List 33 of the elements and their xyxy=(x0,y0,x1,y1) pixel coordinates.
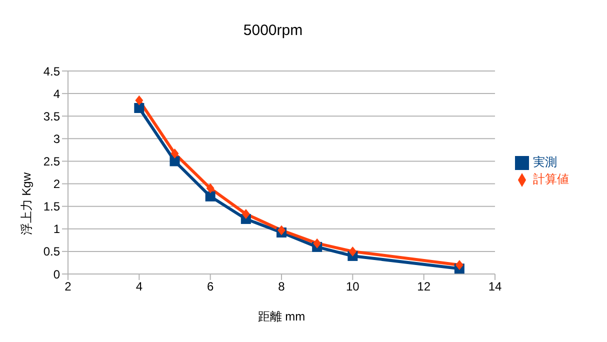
point xyxy=(348,246,357,256)
x-tick-label: 10 xyxy=(346,280,360,294)
point xyxy=(134,102,144,113)
y-tick-label: 0 xyxy=(53,267,60,282)
y-tick-label: 2.5 xyxy=(43,154,60,168)
x-tick-label: 2 xyxy=(64,280,72,294)
y-axis-title: 浮上力 Kgw xyxy=(19,172,34,236)
x-tick-label: 6 xyxy=(206,280,214,294)
chart-title: 5000rpm xyxy=(242,22,304,39)
y-tick-label: 1 xyxy=(53,222,60,236)
y-tick-label: 2 xyxy=(53,177,60,192)
x-axis-title: 距離 mm xyxy=(258,310,306,324)
point xyxy=(455,260,464,270)
point xyxy=(242,209,250,219)
y-tick-label: 4.5 xyxy=(43,64,60,78)
x-tick-label: 8 xyxy=(278,280,286,294)
y-tick-label: 3 xyxy=(53,132,60,146)
point xyxy=(170,148,179,159)
point xyxy=(278,225,286,236)
point xyxy=(135,95,144,106)
legend-label: 実測 xyxy=(533,155,557,169)
x-tick-label: 12 xyxy=(417,280,431,294)
point xyxy=(170,156,180,166)
y-tick-label: 3.5 xyxy=(43,109,60,124)
x-tick-label: 14 xyxy=(488,280,502,294)
point xyxy=(206,183,214,194)
point xyxy=(313,238,322,248)
x-tick-label: 4 xyxy=(136,280,143,294)
y-tick-label: 0.5 xyxy=(43,244,60,259)
point xyxy=(205,191,216,202)
legend-label: 計算値 xyxy=(533,172,569,186)
y-tick-label: 1.5 xyxy=(43,200,60,214)
y-tick-label: 4 xyxy=(53,86,60,101)
